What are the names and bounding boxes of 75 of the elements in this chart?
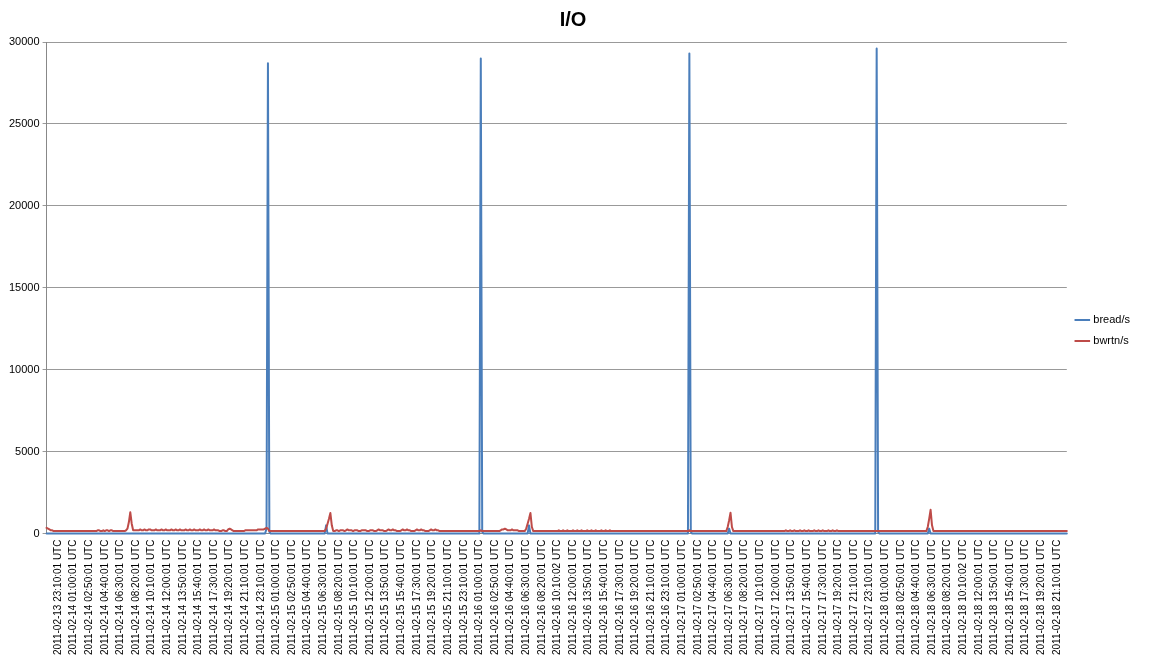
x-tick-label: 2011-02-14 15:40:01 UTC xyxy=(192,539,204,656)
y-tick-label: 30000 xyxy=(8,35,40,48)
x-tick-label: 2011-02-16 21:10:01 UTC xyxy=(644,539,656,656)
x-tick-label: 2011-02-15 13:50:01 UTC xyxy=(379,539,391,656)
y-tick-label: 20000 xyxy=(8,198,40,211)
x-tick-label: 2011-02-17 13:50:01 UTC xyxy=(785,539,797,656)
x-tick-label: 2011-02-15 21:10:01 UTC xyxy=(441,539,453,656)
y-tick-label: 25000 xyxy=(8,116,40,129)
x-tick-label: 2011-02-17 17:30:01 UTC xyxy=(816,539,828,656)
x-tick-label: 2011-02-14 04:40:01 UTC xyxy=(98,539,110,656)
x-tick-label: 2011-02-15 23:10:01 UTC xyxy=(457,539,469,656)
x-tick-label: 2011-02-18 08:20:01 UTC xyxy=(941,539,953,656)
x-tick-label: 2011-02-16 23:10:01 UTC xyxy=(660,539,672,656)
x-tick-label: 2011-02-14 21:10:01 UTC xyxy=(238,539,250,656)
x-tick-label: 2011-02-15 06:30:01 UTC xyxy=(317,539,329,656)
x-tick-label: 2011-02-17 06:30:01 UTC xyxy=(722,539,734,656)
y-tick-label: 15000 xyxy=(8,280,40,293)
x-tick-label: 2011-02-17 19:20:01 UTC xyxy=(832,539,844,656)
x-tick-label: 2011-02-16 17:30:01 UTC xyxy=(613,539,625,656)
x-tick-label: 2011-02-16 06:30:01 UTC xyxy=(519,539,531,656)
x-tick-label: 2011-02-15 04:40:01 UTC xyxy=(301,539,313,656)
x-tick-label: 2011-02-18 17:30:01 UTC xyxy=(1019,539,1031,656)
x-tick-label: 2011-02-14 06:30:01 UTC xyxy=(114,539,126,656)
y-tick-label: 10000 xyxy=(8,362,40,375)
x-tick-label: 2011-02-17 08:20:01 UTC xyxy=(738,539,750,656)
x-tick-label: 2011-02-16 12:00:01 UTC xyxy=(566,539,578,656)
x-tick-label: 2011-02-16 19:20:01 UTC xyxy=(629,539,641,656)
x-tick-label: 2011-02-17 15:40:01 UTC xyxy=(800,539,812,656)
x-tick-label: 2011-02-15 01:00:01 UTC xyxy=(270,539,282,656)
x-tick-label: 2011-02-18 21:10:01 UTC xyxy=(1050,539,1062,656)
x-tick-label: 2011-02-15 10:10:01 UTC xyxy=(348,539,360,656)
x-tick-label: 2011-02-15 19:20:01 UTC xyxy=(426,539,438,656)
x-tick-label: 2011-02-17 21:10:01 UTC xyxy=(847,539,859,656)
x-tick-label: 2011-02-16 15:40:01 UTC xyxy=(597,539,609,656)
x-tick-label: 2011-02-18 15:40:01 UTC xyxy=(1003,539,1015,656)
x-tick-label: 2011-02-17 02:50:01 UTC xyxy=(691,539,703,656)
x-tick-label: 2011-02-16 04:40:01 UTC xyxy=(504,539,516,656)
y-tick-label: 5000 xyxy=(15,444,40,457)
x-tick-label: 2011-02-14 17:30:01 UTC xyxy=(207,539,219,656)
chart-title: I/O xyxy=(559,7,587,30)
x-tick-label: 2011-02-14 01:00:01 UTC xyxy=(67,539,79,656)
x-tick-label: 2011-02-16 13:50:01 UTC xyxy=(582,539,594,656)
y-tick-label: 0 xyxy=(33,526,40,539)
x-tick-label: 2011-02-16 02:50:01 UTC xyxy=(488,539,500,656)
x-tick-label: 2011-02-14 23:10:01 UTC xyxy=(254,539,266,656)
x-tick-label: 2011-02-18 01:00:01 UTC xyxy=(878,539,890,656)
x-tick-label: 2011-02-17 01:00:01 UTC xyxy=(676,539,688,656)
x-tick-label: 2011-02-14 10:10:01 UTC xyxy=(145,539,157,656)
x-tick-label: 2011-02-14 12:00:01 UTC xyxy=(160,539,172,656)
x-tick-label: 2011-02-15 15:40:01 UTC xyxy=(395,539,407,656)
x-tick-label: 2011-02-15 17:30:01 UTC xyxy=(410,539,422,656)
x-tick-label: 2011-02-13 23:10:01 UTC xyxy=(51,539,63,656)
x-tick-label: 2011-02-18 02:50:01 UTC xyxy=(894,539,906,656)
x-tick-label: 2011-02-15 02:50:01 UTC xyxy=(285,539,297,656)
x-tick-label: 2011-02-17 12:00:01 UTC xyxy=(769,539,781,656)
x-tick-label: 2011-02-15 08:20:01 UTC xyxy=(332,539,344,656)
x-tick-label: 2011-02-17 10:10:01 UTC xyxy=(754,539,766,656)
x-tick-label: 2011-02-14 13:50:01 UTC xyxy=(176,539,188,656)
x-tick-label: 2011-02-16 08:20:01 UTC xyxy=(535,539,547,656)
x-tick-label: 2011-02-16 01:00:01 UTC xyxy=(473,539,485,656)
x-tick-label: 2011-02-15 12:00:01 UTC xyxy=(363,539,375,656)
x-tick-label: 2011-02-17 23:10:01 UTC xyxy=(863,539,875,656)
x-tick-label: 2011-02-18 10:10:02 UTC xyxy=(956,539,968,656)
x-tick-label: 2011-02-18 13:50:01 UTC xyxy=(988,539,1000,656)
x-tick-label: 2011-02-18 19:20:01 UTC xyxy=(1035,539,1047,656)
legend-label: bwrtn/s xyxy=(1093,334,1130,347)
legend-label: bread/s xyxy=(1093,313,1131,326)
x-tick-label: 2011-02-14 08:20:01 UTC xyxy=(129,539,141,656)
x-tick-label: 2011-02-16 10:10:02 UTC xyxy=(551,539,563,656)
x-tick-label: 2011-02-17 04:40:01 UTC xyxy=(707,539,719,656)
x-tick-label: 2011-02-18 06:30:01 UTC xyxy=(925,539,937,656)
x-tick-label: 2011-02-18 12:00:01 UTC xyxy=(972,539,984,656)
x-tick-label: 2011-02-14 19:20:01 UTC xyxy=(223,539,235,656)
x-tick-label: 2011-02-14 02:50:01 UTC xyxy=(82,539,94,656)
x-tick-label: 2011-02-18 04:40:01 UTC xyxy=(910,539,922,656)
